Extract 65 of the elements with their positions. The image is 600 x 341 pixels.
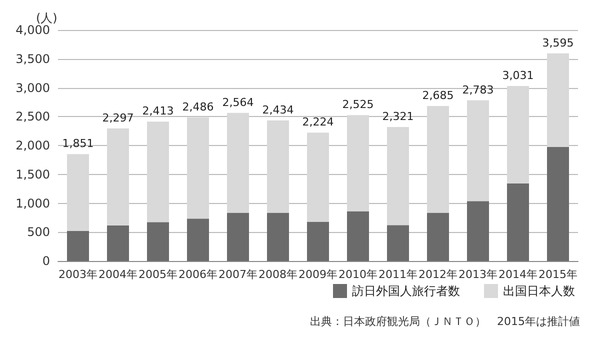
bar (347, 115, 369, 212)
y-tick-label: 1,000 (16, 196, 50, 210)
y-tick-label: 0 (42, 254, 50, 268)
total-label: 2,224 (302, 116, 334, 129)
x-tick-label: 2011年 (378, 268, 418, 281)
x-tick-label: 2015年 (538, 268, 578, 281)
x-tick-label: 2003年 (58, 268, 98, 281)
total-label: 3,031 (502, 68, 534, 82)
y-tick-label: 1,500 (16, 167, 50, 182)
x-tick-label: 2008年 (258, 268, 298, 281)
x-tick-label: 2005年 (138, 268, 178, 281)
bar (227, 112, 249, 213)
bar (107, 226, 129, 261)
legend-label: 訪日外国人旅行者数 (352, 284, 460, 298)
bar (147, 122, 169, 222)
total-label: 2,297 (102, 111, 134, 124)
total-label: 1,851 (62, 137, 94, 150)
total-label: 2,525 (342, 98, 374, 112)
bar (507, 86, 529, 184)
x-tick-label: 2014年 (498, 268, 538, 281)
bar (307, 222, 329, 261)
x-tick-label: 2013年 (458, 268, 498, 281)
bar (227, 212, 249, 261)
bar (67, 230, 89, 261)
total-label: 2,321 (382, 110, 414, 123)
source-note: 出典：日本政府観光局（ＪＮＴＯ） 2015年は推計値 (310, 315, 580, 328)
x-tick-label: 2010年 (338, 268, 378, 281)
y-tick-label: 2,500 (16, 110, 50, 124)
bar (507, 184, 529, 261)
y-tick-label: 3,500 (16, 52, 50, 66)
total-label: 2,434 (262, 103, 294, 116)
bar (267, 212, 289, 261)
x-tick-label: 2012年 (418, 268, 458, 281)
bar (387, 225, 409, 261)
x-tick-label: 2009年 (298, 268, 338, 281)
total-label: 2,685 (422, 88, 454, 102)
bar (467, 100, 489, 202)
bar (267, 120, 289, 213)
bar (187, 117, 209, 219)
y-axis-title: (人) (36, 11, 58, 25)
y-tick-label: 2,000 (16, 138, 50, 152)
bar (307, 132, 329, 222)
bar (427, 212, 449, 261)
bar (387, 126, 409, 226)
y-tick-label: 3,000 (16, 80, 50, 95)
y-tick-label: 500 (27, 225, 50, 240)
bar (347, 211, 369, 261)
total-label: 2,783 (462, 83, 494, 96)
bar (427, 106, 449, 213)
x-tick-label: 2006年 (178, 268, 218, 281)
total-label: 2,486 (182, 100, 214, 114)
bar (147, 222, 169, 261)
bar (67, 154, 89, 231)
total-label: 2,564 (222, 96, 254, 109)
bar (467, 201, 489, 261)
total-label: 2,413 (142, 104, 174, 118)
y-tick-label: 4,000 (16, 23, 50, 37)
x-tick-label: 2004年 (98, 268, 138, 281)
bar (547, 147, 569, 261)
legend-label: 出国日本人数 (503, 284, 575, 298)
bar (187, 218, 209, 261)
bar (547, 53, 569, 147)
total-label: 3,595 (542, 36, 574, 50)
bar (107, 128, 129, 226)
x-tick-label: 2007年 (218, 268, 258, 281)
